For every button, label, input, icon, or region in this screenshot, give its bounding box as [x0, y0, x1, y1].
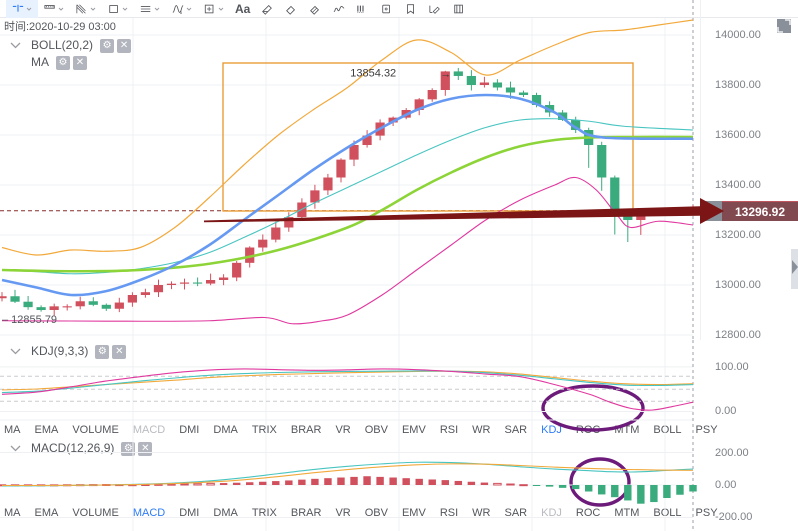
svg-text:→: → — [440, 68, 451, 80]
svg-text:13854.32: 13854.32 — [350, 67, 396, 79]
svg-text:– 12855.79: – 12855.79 — [2, 314, 57, 326]
